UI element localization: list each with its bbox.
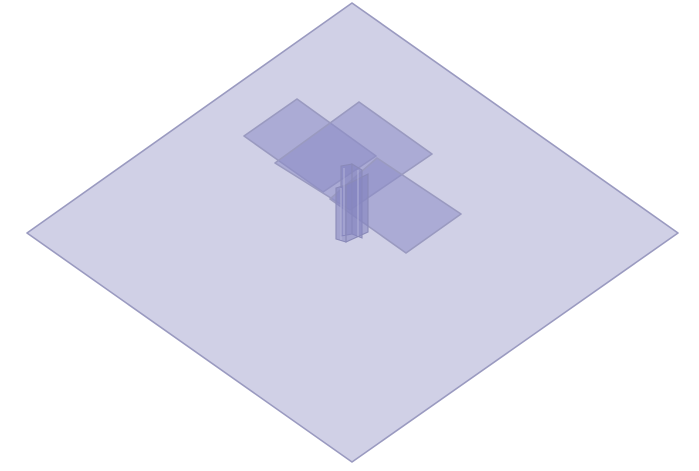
vertical-post-assembly — [335, 163, 369, 243]
post-right-face — [345, 173, 369, 243]
